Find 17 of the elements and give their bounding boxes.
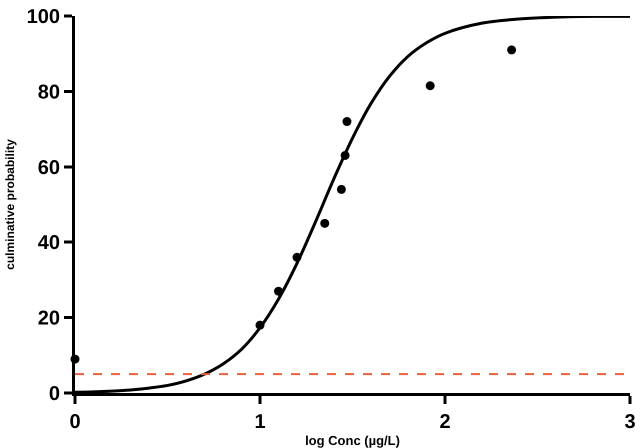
x-tick-label: 2 [439,411,451,433]
point [342,117,352,126]
y-tick-label: 80 [38,81,60,104]
y-tick-label: 0 [48,383,60,405]
point [507,45,516,54]
x-tick-label: 1 [254,411,266,433]
point [426,81,435,90]
point [320,218,330,228]
y-tick-label: 100 [26,6,60,28]
y-tick-label: 20 [38,308,60,330]
y-tick-label: 60 [38,156,60,179]
x-tick-label: 0 [69,411,81,433]
y-axis-title: culminative probability [2,138,17,270]
x-axis-title: log Conc (µg/L) [305,433,400,448]
point [336,184,346,194]
x-tick-label: 3 [624,411,636,433]
y-tick-label: 40 [38,232,60,254]
